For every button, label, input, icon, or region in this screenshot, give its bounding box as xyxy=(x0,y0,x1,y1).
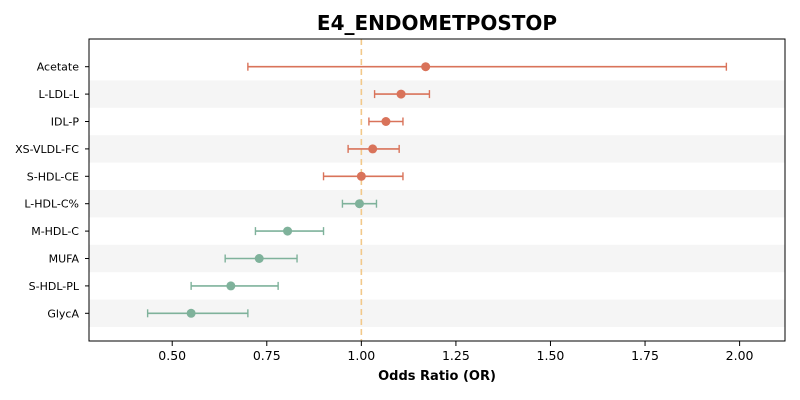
x-axis-label: Odds Ratio (OR) xyxy=(378,369,496,384)
row-band xyxy=(89,244,785,273)
row-band xyxy=(89,80,785,108)
or-point xyxy=(226,281,236,291)
y-tick-label: Acetate xyxy=(37,61,80,74)
data-marks xyxy=(146,62,728,318)
x-tick-label: 1.00 xyxy=(347,348,375,363)
y-tick-label: M-HDL-C xyxy=(31,225,79,238)
y-tick-label: XS-VLDL-FC xyxy=(15,143,79,156)
y-tick-label: S-HDL-CE xyxy=(27,170,79,183)
x-tick-label: 1.50 xyxy=(537,348,565,363)
x-tick-label: 2.00 xyxy=(726,348,754,363)
y-tick-label: GlycA xyxy=(47,307,79,320)
y-tick-label: L-LDL-L xyxy=(38,88,79,101)
row-band xyxy=(89,135,785,163)
y-axis: Acetate L-LDL-L IDL-P XS-VLDL-FC S-HDL-CE L-H… xyxy=(15,61,89,320)
row-bands xyxy=(89,80,785,327)
x-tick-label: 1.75 xyxy=(631,348,659,363)
x-tick-label: 1.25 xyxy=(442,348,470,363)
x-tick-label: 0.75 xyxy=(253,348,281,363)
or-point xyxy=(396,89,406,99)
plot-frame xyxy=(88,38,786,342)
or-point xyxy=(421,62,431,72)
chart-title: E4_ENDOMETPOSTOP xyxy=(317,11,557,35)
y-tick-label: MUFA xyxy=(49,253,80,266)
y-tick-label: L-HDL-C% xyxy=(24,198,79,211)
or-point xyxy=(356,171,366,181)
or-point xyxy=(354,199,364,209)
or-point xyxy=(186,308,196,318)
row-band xyxy=(89,190,785,218)
or-point xyxy=(368,144,378,154)
or-point xyxy=(254,254,264,263)
y-tick-label: IDL-P xyxy=(51,116,80,129)
or-point xyxy=(283,226,293,236)
or-point xyxy=(381,117,391,126)
y-tick-label: S-HDL-PL xyxy=(29,280,80,293)
x-axis: 0.50 0.75 1.00 1.25 1.50 1.75 2.00 xyxy=(158,341,754,363)
x-tick-label: 0.50 xyxy=(158,348,186,363)
